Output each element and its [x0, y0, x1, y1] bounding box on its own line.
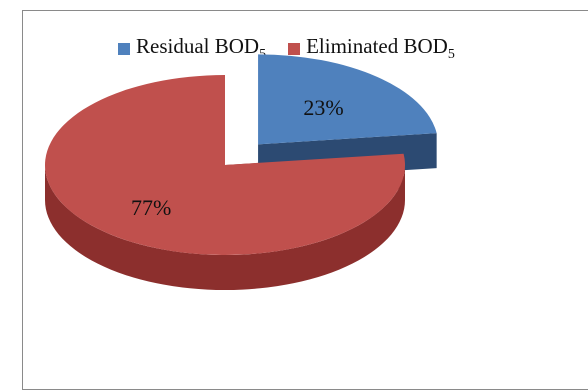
legend-swatch-residual — [118, 42, 130, 55]
pie-tops — [44, 54, 437, 256]
pie-slice-1 — [44, 75, 405, 256]
chart-legend: Residual BOD5 Eliminated BOD5 — [118, 34, 477, 63]
legend-item-eliminated: Eliminated BOD5 — [288, 34, 455, 63]
pie-slice-side-1-0 — [45, 165, 405, 290]
legend-swatch-eliminated — [288, 42, 301, 55]
pie-label-0: 23% — [303, 95, 343, 120]
pie-labels: 23% 77% — [131, 95, 344, 220]
pie-slice-0 — [258, 54, 437, 145]
legend-label-eliminated: Eliminated BOD5 — [306, 34, 455, 62]
pie-label-1: 77% — [131, 195, 171, 220]
